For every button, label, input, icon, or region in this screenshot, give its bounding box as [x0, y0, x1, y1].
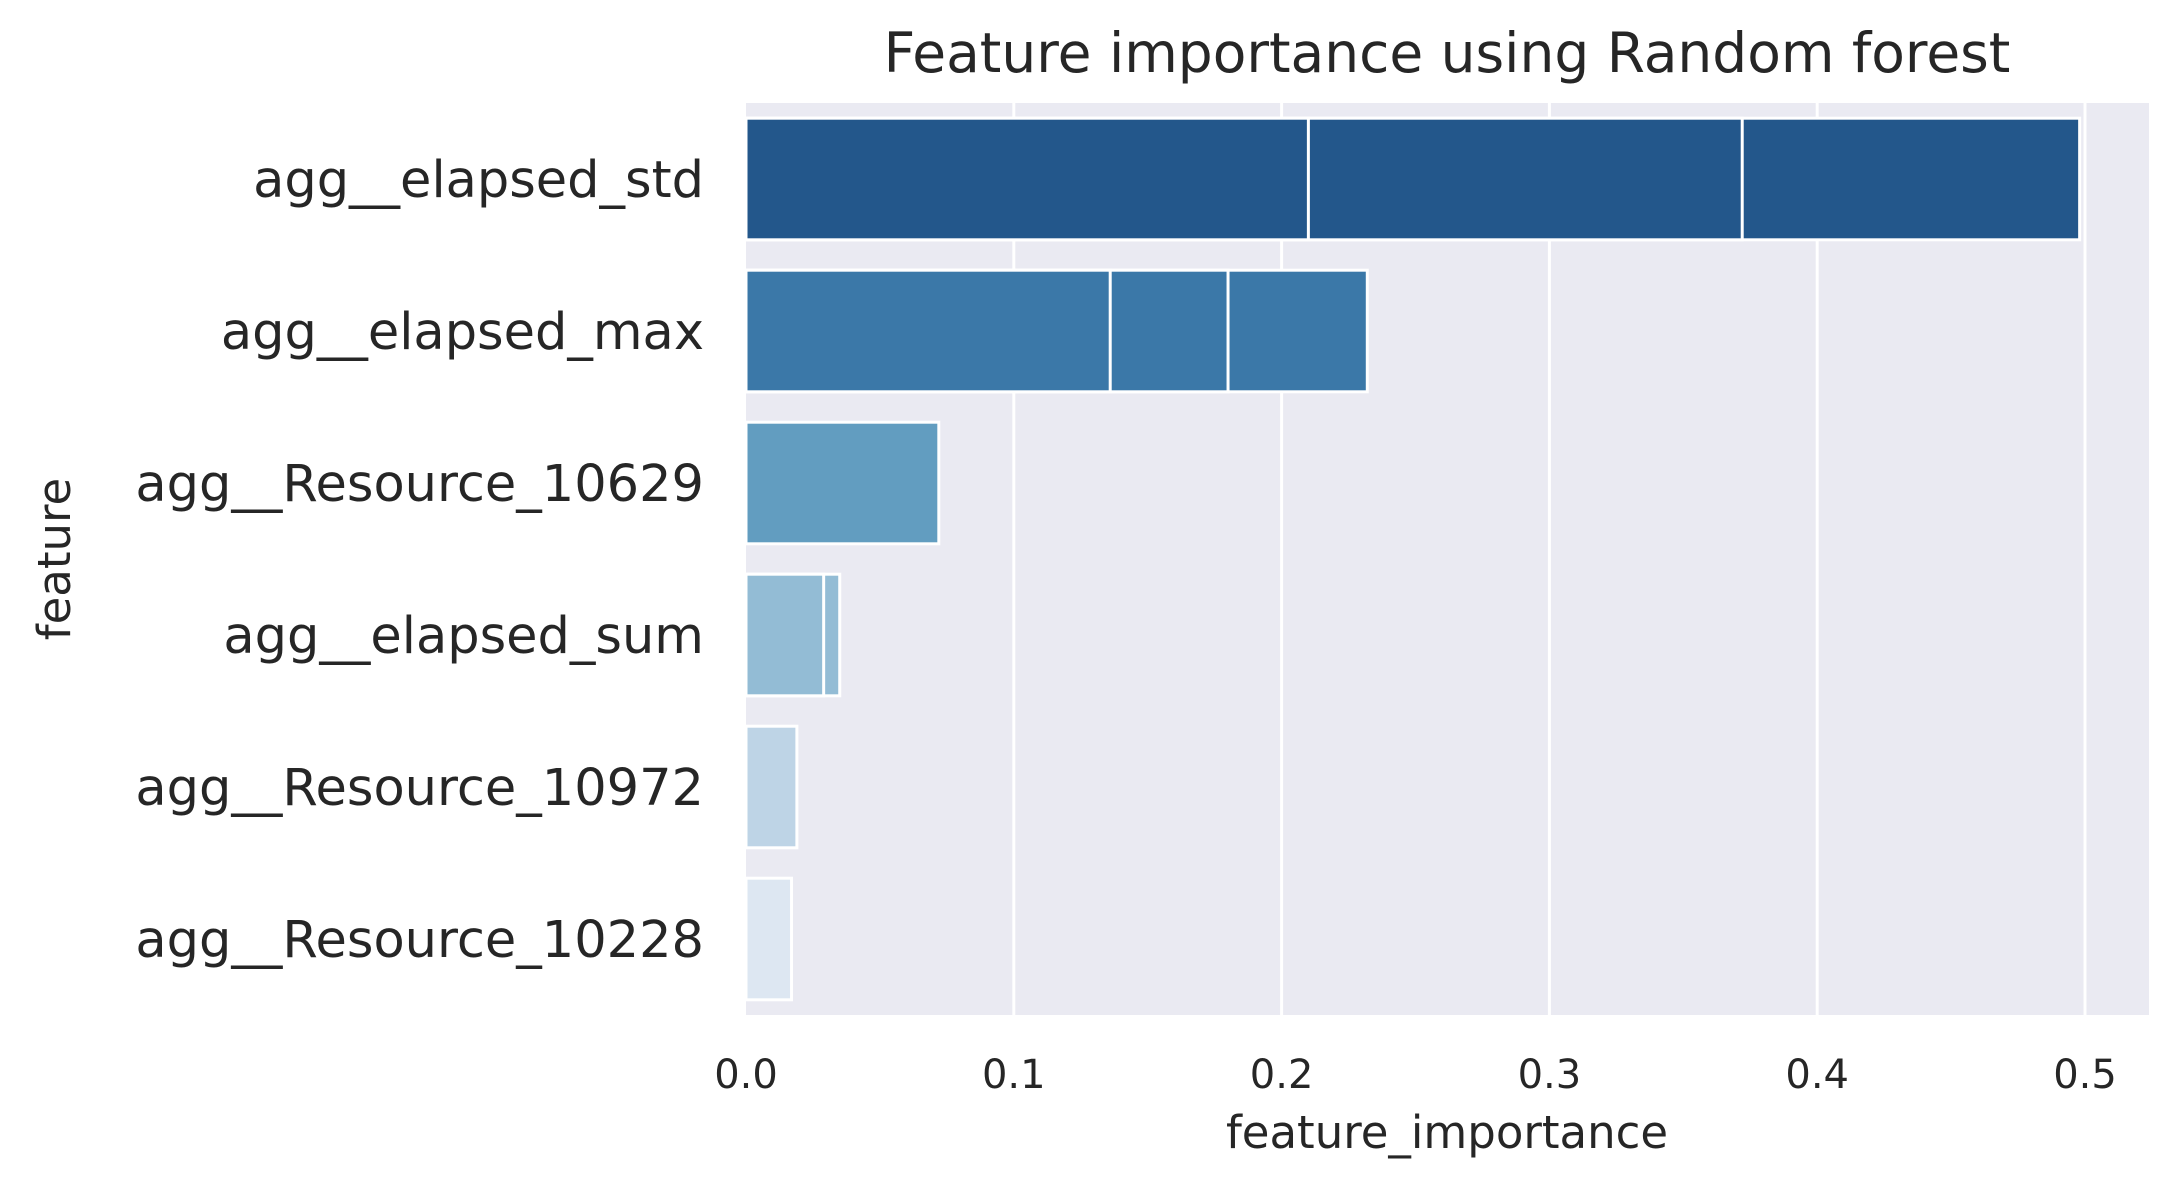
- category-labels: agg__elapsed_std agg__elapsed_max agg__Res…: [135, 151, 704, 970]
- y-axis-label: feature: [28, 478, 81, 640]
- x-tick-label: 0.2: [1250, 1052, 1314, 1098]
- category-label: agg__elapsed_max: [221, 303, 704, 362]
- category-label: agg__Resource_10629: [135, 455, 704, 514]
- grid-lines: [1012, 103, 2087, 1015]
- category-label: agg__elapsed_sum: [223, 607, 704, 666]
- x-tick-label: 0.5: [2053, 1052, 2117, 1098]
- chart-title: Feature importance using Random forest: [884, 21, 2011, 85]
- category-label: agg__Resource_10972: [135, 759, 704, 818]
- plot-area: [746, 103, 2149, 1015]
- x-axis-label: feature_importance: [1226, 1106, 1668, 1159]
- x-tick-label: 0.4: [1785, 1052, 1849, 1098]
- bar: [744, 116, 1310, 242]
- x-tick-label: 0.1: [982, 1052, 1046, 1098]
- x-tick-labels: 0.0 0.1 0.2 0.3 0.4 0.5: [714, 1052, 2117, 1098]
- bar: [744, 724, 799, 850]
- bar: [744, 420, 941, 546]
- category-label: agg__elapsed_std: [253, 151, 704, 210]
- bar: [744, 572, 826, 698]
- category-label: agg__Resource_10228: [135, 911, 704, 970]
- bar: [744, 268, 1112, 394]
- x-tick-label: 0.0: [714, 1052, 778, 1098]
- bars: [744, 116, 2082, 1002]
- x-tick-label: 0.3: [1518, 1052, 1582, 1098]
- bar: [744, 876, 794, 1002]
